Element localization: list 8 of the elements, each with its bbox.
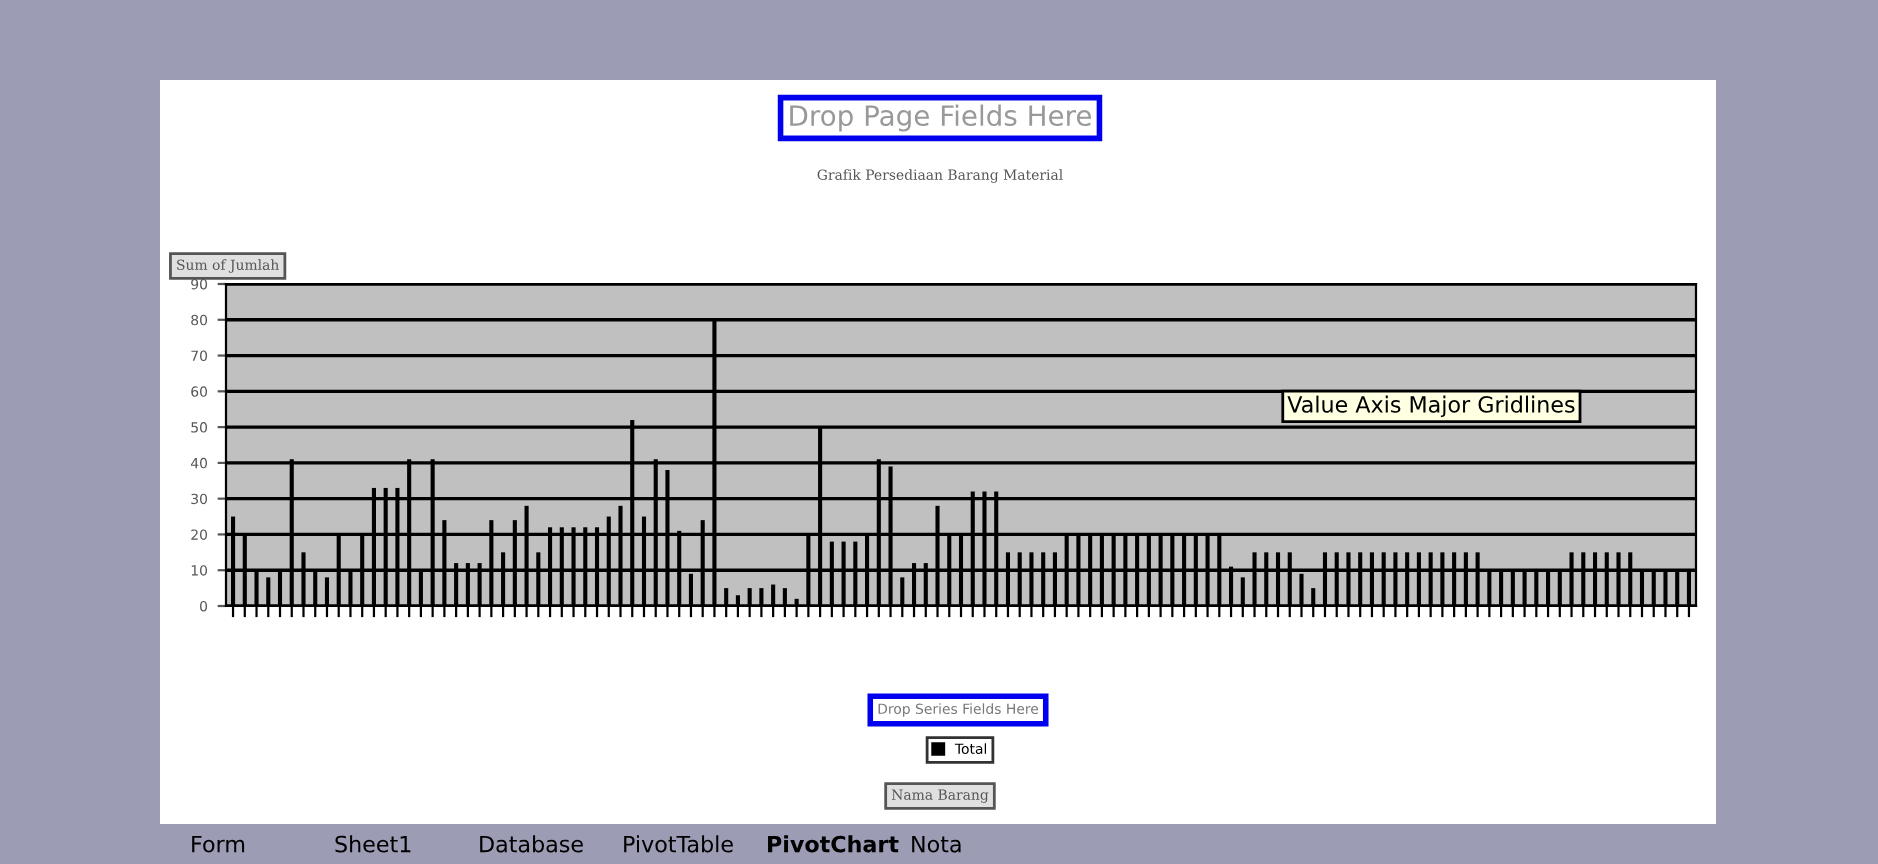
text: Nota [912,835,961,853]
annotation: Value Axis Major Gridlines [1287,395,1575,418]
text: Sheet1 [335,835,411,853]
text: Form [192,835,245,853]
text: PivotTable [624,835,733,853]
text: Drop Page Fields Here [790,104,1092,132]
text: Database [480,835,583,853]
text: PivotChart [768,835,899,853]
